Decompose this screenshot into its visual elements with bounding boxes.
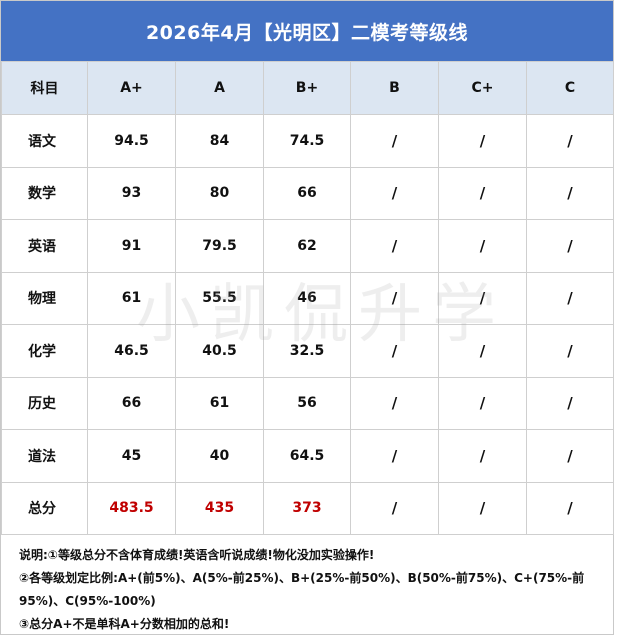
score-cell: / [526, 429, 614, 483]
score-cell: / [350, 271, 439, 325]
score-cell: 45 [87, 429, 176, 483]
subject-cell: 道法 [1, 429, 88, 483]
note-line: ③总分A+不是单科A+分数相加的总和! [19, 617, 230, 631]
score-cell: 62 [263, 219, 351, 273]
score-cell: 84 [175, 114, 264, 168]
score-cell: 91 [87, 219, 176, 273]
subject-cell: 物理 [1, 271, 88, 325]
score-cell: 40.5 [175, 324, 264, 378]
score-cell: / [526, 324, 614, 378]
header-a-plus: A+ [87, 61, 176, 115]
table-body: 语文 94.5 84 74.5// / 数学 93 80 66// / 英语 91 79.5 62// / 物… [1, 114, 614, 535]
score-cell: / [526, 114, 614, 168]
score-cell: / [350, 429, 439, 483]
header-c: C [526, 61, 614, 115]
score-cell: 373 [263, 481, 351, 535]
score-cell: 483.5 [87, 481, 176, 535]
score-cell: / [438, 271, 527, 325]
table-header-row: 科目 A+ A B+ B C+ C [1, 61, 614, 115]
header-a: A [175, 61, 264, 115]
score-cell: / [526, 271, 614, 325]
score-cell: 46 [263, 271, 351, 325]
note-line: ②各等级划定比例:A+(前5%)、A(5%-前25%)、B+(25%-前50%)… [19, 571, 585, 608]
header-b-plus: B+ [263, 61, 351, 115]
score-cell: 64.5 [263, 429, 351, 483]
table-row: 道法 45 40 64.5// / [1, 429, 614, 483]
page-title: 2026年4月【光明区】二模考等级线 [1, 1, 613, 61]
table-row: 英语 91 79.5 62// / [1, 219, 614, 273]
score-cell: / [438, 114, 527, 168]
table-row: 数学 93 80 66// / [1, 166, 614, 220]
score-cell: / [438, 481, 527, 535]
table-row: 历史 66 61 56// / [1, 376, 614, 430]
grade-table: 科目 A+ A B+ B C+ C 语文 94.5 84 74.5// / 数学 93 80 6… [1, 61, 614, 535]
table-row: 化学 46.5 40.5 32.5// / [1, 324, 614, 378]
table-row: 物理 61 55.5 46// / [1, 271, 614, 325]
score-cell: / [438, 376, 527, 430]
score-cell: 66 [87, 376, 176, 430]
score-cell: 61 [87, 271, 176, 325]
score-cell: 94.5 [87, 114, 176, 168]
score-cell: 55.5 [175, 271, 264, 325]
table-row: 语文 94.5 84 74.5// / [1, 114, 614, 168]
subject-cell: 语文 [1, 114, 88, 168]
score-cell: 61 [175, 376, 264, 430]
score-cell: / [526, 376, 614, 430]
score-cell: / [438, 324, 527, 378]
score-cell: 79.5 [175, 219, 264, 273]
score-cell: / [526, 219, 614, 273]
score-cell: / [526, 166, 614, 220]
score-cell: 66 [263, 166, 351, 220]
score-cell: 93 [87, 166, 176, 220]
score-cell: 40 [175, 429, 264, 483]
score-cell: 80 [175, 166, 264, 220]
header-c-plus: C+ [438, 61, 527, 115]
score-cell: 435 [175, 481, 264, 535]
score-cell: / [438, 429, 527, 483]
score-cell: 56 [263, 376, 351, 430]
score-cell: / [438, 219, 527, 273]
note-line: 说明:①等级总分不含体育成绩!英语含听说成绩!物化没加实验操作! [19, 548, 375, 562]
score-cell: / [350, 166, 439, 220]
subject-cell: 化学 [1, 324, 88, 378]
score-cell: / [350, 324, 439, 378]
score-cell: / [350, 114, 439, 168]
score-cell: / [350, 219, 439, 273]
table-row: 总分 483.5 435 373// / [1, 481, 614, 535]
subject-cell: 数学 [1, 166, 88, 220]
score-cell: 46.5 [87, 324, 176, 378]
subject-cell: 总分 [1, 481, 88, 535]
score-cell: 74.5 [263, 114, 351, 168]
score-cell: / [526, 481, 614, 535]
score-cell: / [350, 376, 439, 430]
header-subject: 科目 [1, 61, 88, 115]
score-cell: 32.5 [263, 324, 351, 378]
header-b: B [350, 61, 439, 115]
subject-cell: 历史 [1, 376, 88, 430]
score-cell: / [350, 481, 439, 535]
subject-cell: 英语 [1, 219, 88, 273]
score-cell: / [438, 166, 527, 220]
notes: 说明:①等级总分不含体育成绩!英语含听说成绩!物化没加实验操作! ②各等级划定比… [1, 538, 613, 634]
